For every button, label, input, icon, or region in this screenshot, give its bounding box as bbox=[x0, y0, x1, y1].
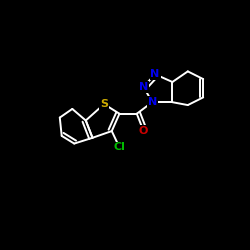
Text: Cl: Cl bbox=[114, 142, 126, 152]
Text: N: N bbox=[148, 97, 157, 107]
Text: O: O bbox=[139, 126, 148, 136]
Text: S: S bbox=[100, 99, 108, 109]
Text: N: N bbox=[150, 69, 160, 79]
Text: N: N bbox=[139, 82, 148, 92]
